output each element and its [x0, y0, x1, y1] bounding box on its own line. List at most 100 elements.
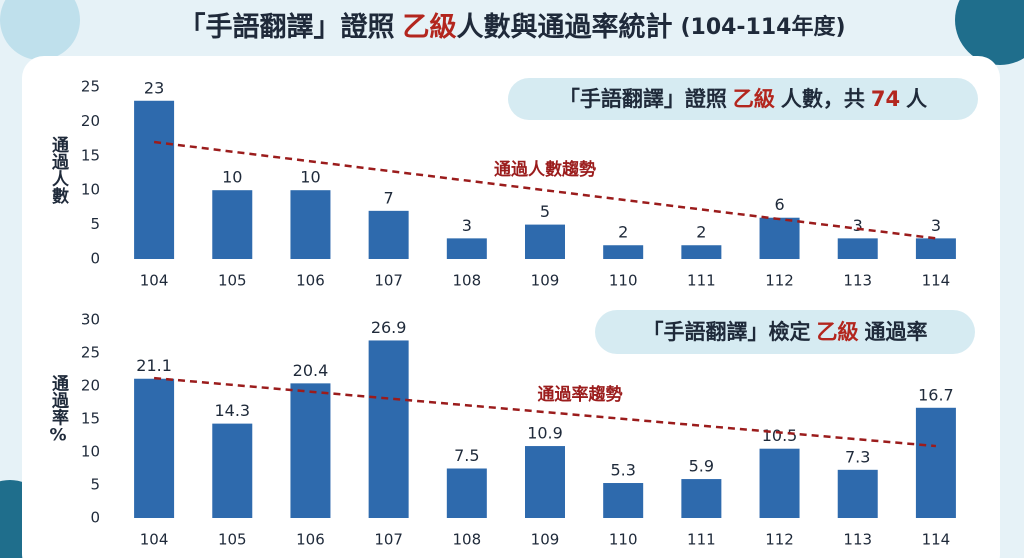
data-label: 20.4: [293, 361, 329, 380]
banner-highlight: 乙級: [817, 320, 859, 344]
data-label: 5: [540, 202, 550, 221]
data-label: 10.5: [762, 426, 798, 445]
data-label: 5.3: [610, 461, 635, 480]
data-label: 5.9: [689, 457, 714, 476]
decoration: [0, 0, 80, 60]
y-tick-label: 10: [81, 181, 100, 199]
data-label: 3: [931, 216, 941, 235]
y-tick-label: 25: [81, 344, 100, 362]
y-tick-label: 10: [81, 443, 100, 461]
bar: [603, 245, 644, 259]
title-highlight: 乙級: [402, 11, 456, 43]
x-tick-label: 112: [765, 272, 794, 290]
x-tick-label: 107: [374, 531, 403, 549]
x-tick-label: 113: [843, 272, 872, 290]
title-part: 人數與通過率統計: [456, 11, 672, 43]
data-label: 7: [384, 188, 394, 207]
x-tick-label: 104: [140, 531, 169, 549]
data-label: 2: [696, 223, 706, 242]
data-label: 3: [462, 216, 472, 235]
bar: [134, 100, 175, 259]
banner-part: 人: [906, 87, 927, 111]
bar: [681, 479, 722, 518]
data-label: 16.7: [918, 385, 954, 404]
x-tick-label: 107: [374, 272, 403, 290]
y-tick-label: 5: [90, 215, 100, 233]
data-label: 14.3: [214, 401, 250, 420]
bar: [212, 190, 253, 259]
data-label: 10.9: [527, 424, 563, 443]
title: 「手語翻譯」證照 乙級人數與通過率統計 (104-114年度): [178, 11, 845, 43]
bar: [837, 238, 878, 259]
title-part: (104-114年度): [680, 14, 845, 40]
x-tick-label: 110: [609, 531, 638, 549]
bar: [525, 224, 565, 259]
x-tick-label: 108: [452, 272, 481, 290]
y-tick-label: 5: [90, 476, 100, 494]
x-tick-label: 104: [140, 272, 169, 290]
data-label: 2: [618, 223, 628, 242]
x-tick-label: 109: [531, 531, 560, 549]
bar: [446, 238, 487, 259]
trend-label: 通過人數趨勢: [494, 159, 596, 180]
data-label: 6: [774, 195, 784, 214]
banner-box: [595, 310, 975, 354]
y-tick-label: 20: [81, 377, 100, 395]
bar: [290, 190, 331, 259]
bar: [759, 448, 800, 518]
banner-highlight: 乙級: [733, 87, 775, 111]
x-tick-label: 114: [922, 531, 951, 549]
y-tick-label: 20: [81, 112, 100, 130]
trend-line: [153, 376, 937, 448]
title-part: 「手語翻譯」證照: [178, 11, 394, 43]
data-label: 21.1: [136, 356, 172, 375]
banner-highlight: 74: [871, 87, 900, 111]
data-label: 10: [300, 168, 320, 187]
bar: [603, 483, 644, 518]
y-axis-label: 通過率%: [48, 374, 69, 445]
bar: [681, 245, 722, 259]
banner-part: 「手語翻譯」證照: [559, 87, 727, 111]
bar: [368, 340, 409, 518]
data-label: 7.3: [845, 447, 870, 466]
bar: [525, 446, 565, 518]
banner-box: [508, 78, 978, 120]
banner: 「手語翻譯」證照 乙級 人數，共 74 人: [559, 87, 927, 111]
bar: [212, 423, 253, 518]
data-label: 23: [144, 78, 164, 97]
card: [22, 56, 1000, 558]
bar: [915, 407, 956, 518]
x-tick-label: 105: [218, 272, 247, 290]
banner: 「手語翻譯」檢定 乙級 通過率: [643, 320, 928, 344]
bar: [368, 210, 409, 259]
y-tick-label: 0: [90, 509, 100, 527]
banner-part: 「手語翻譯」檢定: [643, 320, 811, 344]
y-tick-label: 30: [81, 311, 100, 329]
x-tick-label: 108: [452, 531, 481, 549]
y-axis-label: 通過人數: [48, 136, 69, 205]
x-tick-label: 109: [531, 272, 560, 290]
x-tick-label: 111: [687, 272, 716, 290]
x-tick-label: 112: [765, 531, 794, 549]
y-tick-label: 15: [81, 410, 100, 428]
x-tick-label: 114: [922, 272, 951, 290]
y-tick-label: 15: [81, 146, 100, 164]
data-label: 7.5: [454, 446, 479, 465]
bar: [290, 383, 331, 518]
x-tick-label: 106: [296, 531, 325, 549]
data-label: 3: [853, 216, 863, 235]
bar: [446, 468, 487, 518]
x-tick-label: 111: [687, 531, 716, 549]
banner-part: 人數，共: [781, 87, 865, 111]
data-label: 26.9: [371, 318, 407, 337]
decoration: [955, 0, 1024, 65]
bar: [759, 217, 800, 259]
bar: [134, 378, 175, 518]
x-tick-label: 113: [843, 531, 872, 549]
bar: [837, 469, 878, 518]
y-tick-label: 0: [90, 250, 100, 268]
data-label: 10: [222, 168, 242, 187]
banner-part: 通過率: [865, 320, 928, 344]
y-tick-label: 25: [81, 78, 100, 96]
